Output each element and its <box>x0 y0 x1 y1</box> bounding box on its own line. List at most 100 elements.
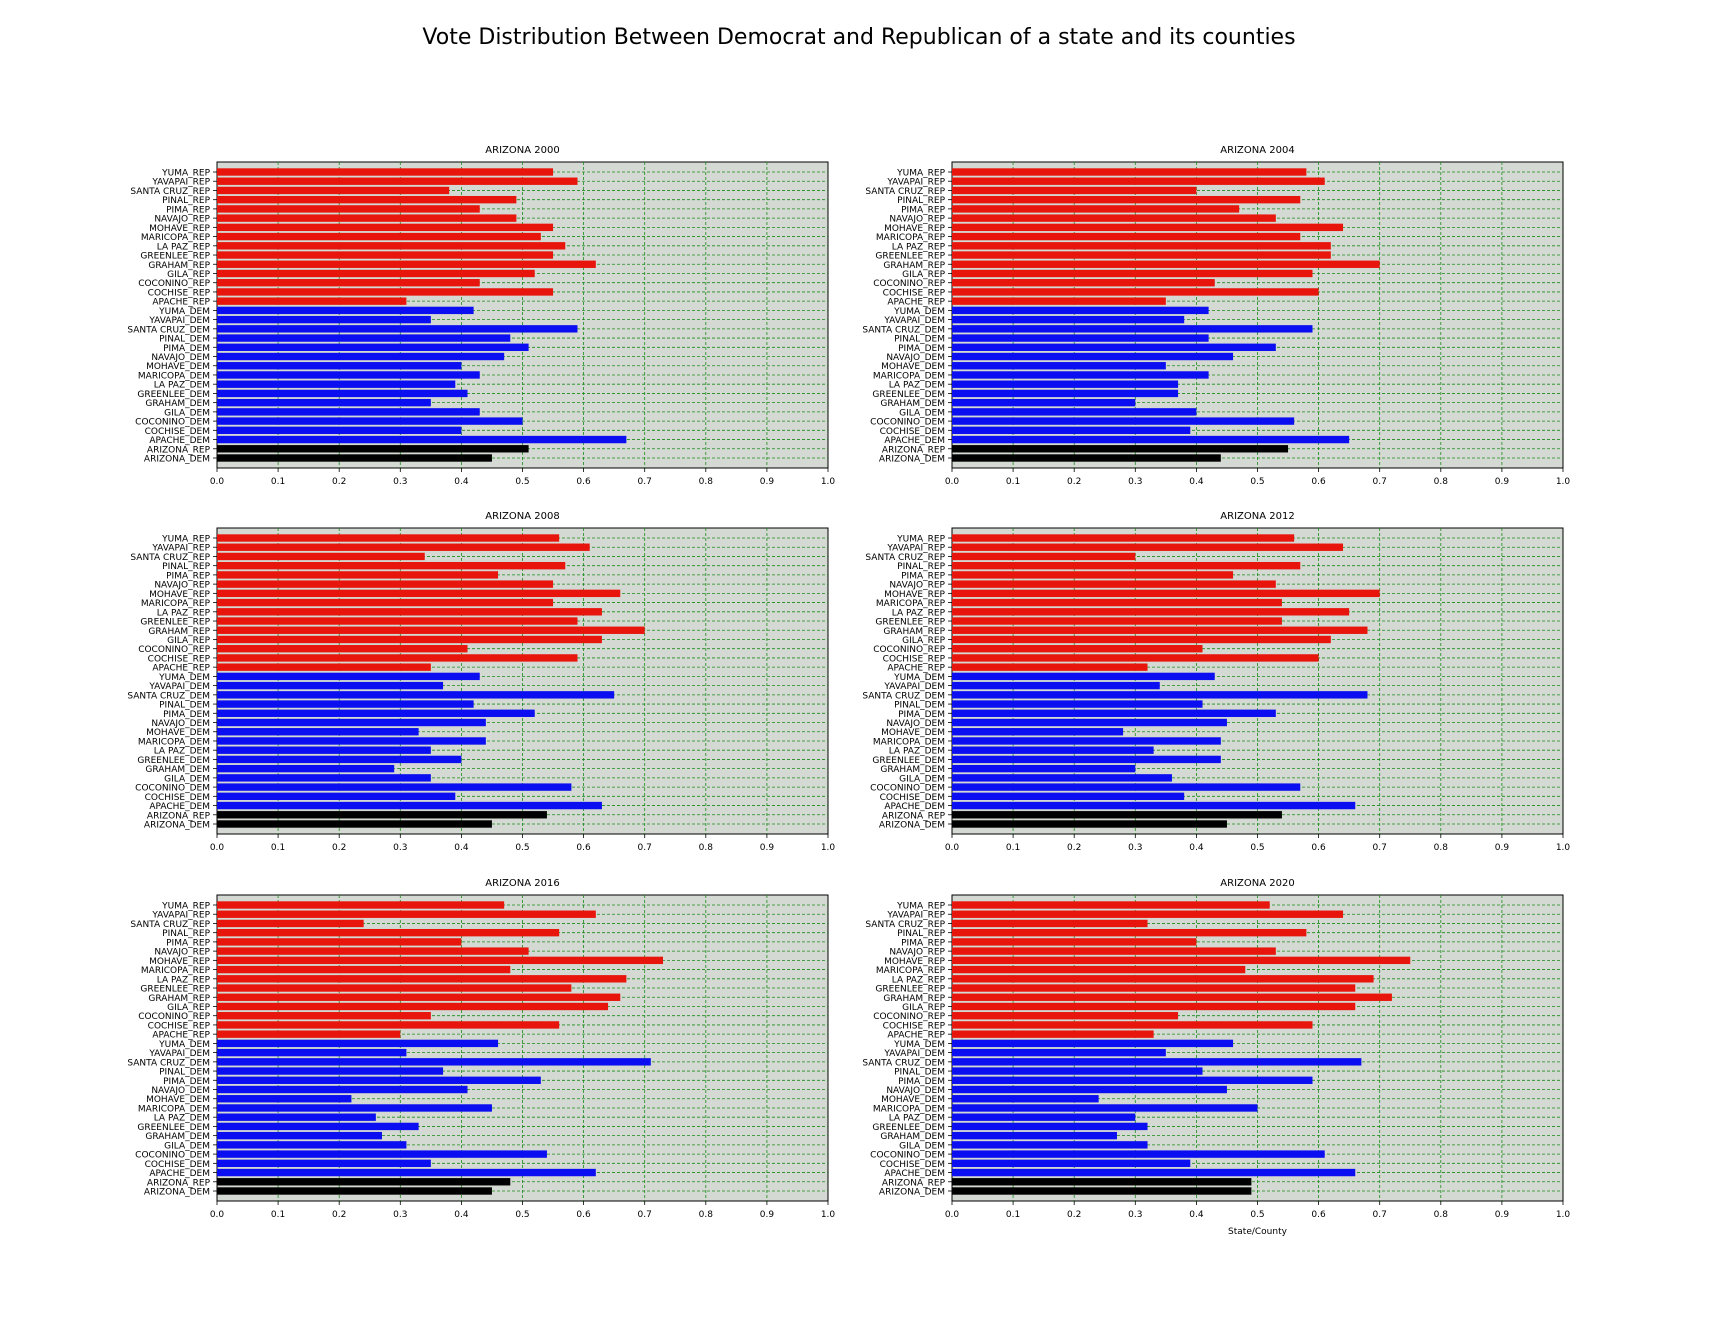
x-tick-label: 0.9 <box>1495 477 1510 487</box>
x-tick-label: 0.4 <box>454 1210 469 1220</box>
y-tick-label: NAVAJO_REP <box>154 948 210 958</box>
bar-coconino-dem <box>952 417 1295 425</box>
bar-mohave-dem <box>952 728 1124 736</box>
bar-coconino-dem <box>952 783 1301 791</box>
x-tick-label: 0.8 <box>699 1210 714 1220</box>
x-tick-label: 0.9 <box>760 843 775 853</box>
bar-arizona-rep <box>217 811 547 819</box>
bar-arizona-rep <box>217 1178 511 1186</box>
y-tick-label: MARICOPA_DEM <box>138 1104 210 1114</box>
y-tick-label: YAVAPAI_DEM <box>883 1049 945 1059</box>
x-tick-label: 0.4 <box>454 477 469 487</box>
bar-cochise-rep <box>952 654 1319 662</box>
bar-greenlee-rep <box>952 984 1356 992</box>
bar-pima-dem <box>217 343 529 351</box>
y-tick-label: YUMA_REP <box>161 902 210 912</box>
y-tick-label: GRAHAM_REP <box>148 994 210 1004</box>
x-tick-label: 0.7 <box>638 477 652 487</box>
y-tick-label: YUMA_DEM <box>893 673 945 683</box>
y-tick-label: YUMA_DEM <box>158 1040 210 1050</box>
y-tick-label: APACHE_REP <box>887 1031 945 1041</box>
y-tick-label: YUMA_REP <box>161 535 210 545</box>
y-tick-label: LA PAZ_REP <box>892 975 946 985</box>
y-tick-label: PINAL_DEM <box>894 335 945 345</box>
bar-arizona-rep <box>952 1178 1252 1186</box>
y-tick-label: PIMA_DEM <box>898 710 945 720</box>
bar-pima-dem <box>952 1076 1313 1084</box>
bar-mohave-rep <box>217 589 621 598</box>
bar-apache-dem <box>217 435 627 444</box>
y-tick-label: GREENLEE_REP <box>140 252 210 262</box>
bar-graham-dem <box>217 398 431 407</box>
y-tick-label: MOHAVE_DEM <box>881 728 945 738</box>
y-tick-label: MARICOPA_REP <box>876 599 946 609</box>
y-tick-label: NAVAJO_REP <box>154 215 210 225</box>
bar-graham-rep <box>217 260 596 268</box>
y-tick-label: MARICOPA_DEM <box>873 371 945 381</box>
y-tick-label: MARICOPA_DEM <box>873 737 945 747</box>
y-tick-label: COCONINO_REP <box>873 645 945 655</box>
bar-maricopa-dem <box>217 737 486 745</box>
bar-yavapai-dem <box>217 1048 407 1057</box>
y-tick-label: LA PAZ_DEM <box>889 1114 945 1124</box>
y-tick-label: MARICOPA_REP <box>141 599 211 609</box>
bar-coconino-dem <box>952 1150 1325 1158</box>
x-tick-label: 0.2 <box>1067 1210 1081 1220</box>
y-tick-label: YAVAPAI_DEM <box>883 316 945 326</box>
bar-mohave-rep <box>217 956 664 965</box>
x-tick-label: 0.6 <box>576 843 591 853</box>
y-tick-label: NAVAJO_DEM <box>886 353 945 363</box>
y-tick-label: PIMA_DEM <box>163 1077 210 1087</box>
y-tick-label: NAVAJO_DEM <box>886 1086 945 1096</box>
chart-panels: 0.0 0.1 0.2 0.3 0.4 0.5 0.6 0.7 0.8 0.9 1.0 YUMA_RE… <box>127 145 1570 1237</box>
bar-mohave-dem <box>952 1095 1099 1103</box>
bar-pinal-rep <box>217 195 517 204</box>
bar-coconino-rep <box>217 1012 431 1020</box>
bar-greenlee-rep <box>217 251 554 259</box>
y-tick-label: YAVAPAI_REP <box>886 911 945 921</box>
y-tick-label: GILA_DEM <box>164 408 210 418</box>
bar-gila-dem <box>217 1141 407 1149</box>
y-tick-label: LA PAZ_REP <box>157 608 211 618</box>
y-tick-label: LA PAZ_DEM <box>889 381 945 391</box>
bar-la-paz-rep <box>952 608 1350 616</box>
y-tick-label: GILA_DEM <box>164 774 210 784</box>
y-tick-label: GILA_DEM <box>164 1141 210 1151</box>
y-tick-label: YAVAPAI_REP <box>886 544 945 554</box>
x-tick-label: 0.8 <box>1434 1210 1449 1220</box>
bar-cochise-dem <box>217 792 456 801</box>
bar-apache-dem <box>952 1168 1356 1177</box>
y-tick-label: YAVAPAI_DEM <box>883 682 945 692</box>
x-tick-label: 0.0 <box>210 477 225 487</box>
y-tick-label: SANTA CRUZ_REP <box>865 187 945 197</box>
y-tick-label: PIMA_REP <box>901 938 945 948</box>
bar-yuma-dem <box>217 1039 499 1048</box>
y-tick-label: GRAHAM_REP <box>883 627 945 637</box>
y-tick-label: GREENLEE_REP <box>140 985 210 995</box>
bar-yavapai-rep <box>952 543 1344 551</box>
x-tick-label: 0.6 <box>1311 1210 1326 1220</box>
x-tick-label: 0.3 <box>1128 843 1142 853</box>
y-tick-label: PINAL_DEM <box>894 1068 945 1078</box>
panel-title: ARIZONA 2020 <box>1220 878 1294 889</box>
bar-cochise-rep <box>952 1021 1313 1029</box>
x-tick-label: 0.5 <box>1250 843 1264 853</box>
x-tick-label: 0.1 <box>1006 843 1020 853</box>
bar-cochise-rep <box>217 1021 560 1029</box>
y-tick-label: GREENLEE_DEM <box>872 756 945 766</box>
y-tick-label: YAVAPAI_DEM <box>148 682 210 692</box>
y-tick-label: YUMA_REP <box>896 535 945 545</box>
bar-navajo-dem <box>217 352 505 361</box>
y-tick-label: APACHE_DEM <box>149 1169 210 1179</box>
y-tick-label: NAVAJO_DEM <box>151 719 210 729</box>
bar-greenlee-dem <box>952 755 1221 764</box>
y-tick-label: COCHISE_REP <box>148 654 211 664</box>
bar-graham-rep <box>952 993 1392 1001</box>
y-tick-label: MARICOPA_REP <box>876 966 946 976</box>
y-tick-label: PINAL_DEM <box>159 1068 210 1078</box>
bar-mohave-rep <box>952 589 1380 598</box>
x-tick-label: 1.0 <box>1556 1210 1571 1220</box>
y-tick-label: YAVAPAI_REP <box>151 911 210 921</box>
y-tick-label: GRAHAM_DEM <box>145 399 210 409</box>
y-tick-label: GILA_DEM <box>899 1141 945 1151</box>
